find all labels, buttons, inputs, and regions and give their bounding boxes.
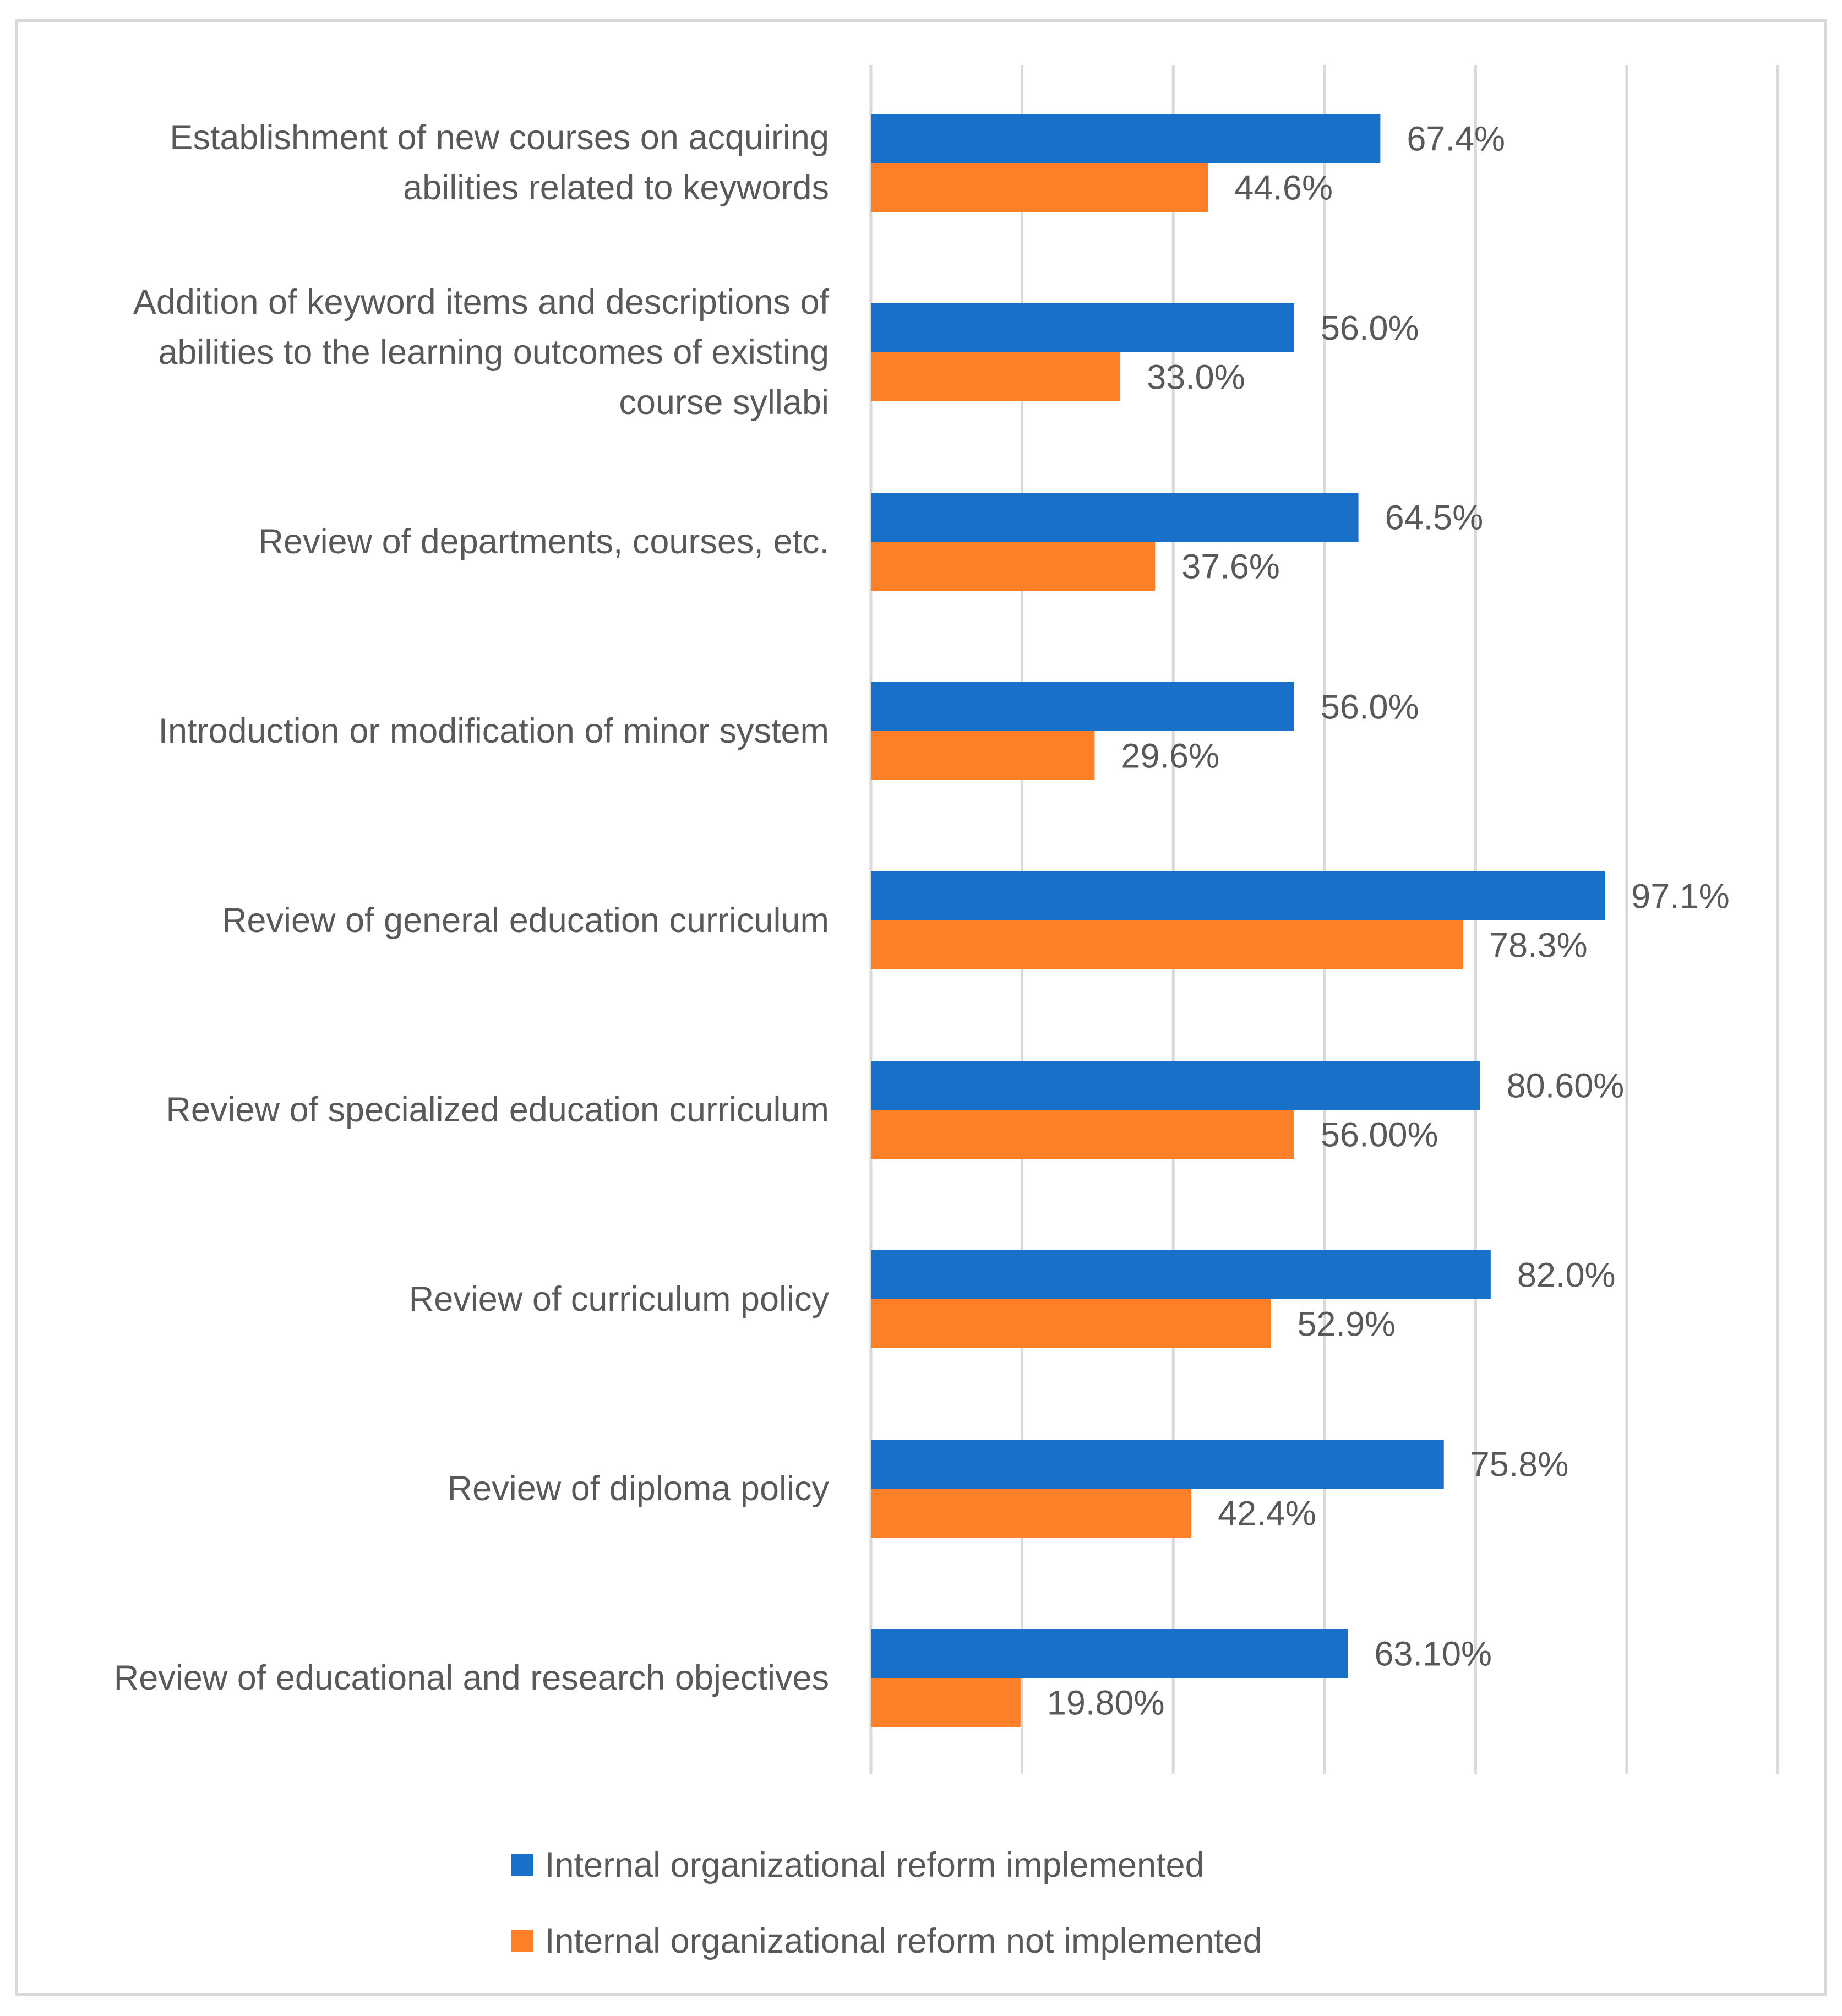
bar-not-implemented xyxy=(871,1299,1271,1348)
bar-not-implemented xyxy=(871,731,1095,780)
category-label-line: Establishment of new courses on acquirin… xyxy=(170,118,829,157)
bar-implemented xyxy=(871,1440,1444,1489)
bar-not-implemented xyxy=(871,1678,1021,1727)
category-label-line: Review of general education curriculum xyxy=(221,901,829,940)
data-label: 56.00% xyxy=(1321,1116,1438,1154)
category-label-line: Review of curriculum policy xyxy=(408,1279,829,1318)
category-label: Review of educational and research objec… xyxy=(0,1653,829,1703)
bar-implemented xyxy=(871,1061,1480,1110)
data-label: 44.6% xyxy=(1234,169,1333,208)
category-label-line: Addition of keyword items and descriptio… xyxy=(133,282,829,322)
category-label: Review of general education curriculum xyxy=(0,896,829,946)
data-label: 67.4% xyxy=(1407,120,1505,159)
bar-implemented xyxy=(871,682,1294,731)
bar-implemented xyxy=(871,303,1294,352)
category-label: Review of departments, courses, etc. xyxy=(0,517,829,567)
bar-implemented xyxy=(871,1250,1491,1299)
category-label: Establishment of new courses on acquirin… xyxy=(0,113,829,213)
bar-not-implemented xyxy=(871,542,1156,591)
category-label-line: Review of educational and research objec… xyxy=(113,1658,829,1697)
data-label: 82.0% xyxy=(1517,1256,1616,1295)
category-label: Addition of keyword items and descriptio… xyxy=(0,277,829,428)
data-label: 56.0% xyxy=(1321,688,1419,727)
bar-not-implemented xyxy=(871,920,1463,969)
category-label-line: course syllabi xyxy=(619,383,829,422)
legend-label-not-implemented: Internal organizational reform not imple… xyxy=(545,1922,1262,1960)
data-label: 63.10% xyxy=(1374,1635,1492,1674)
data-label: 42.4% xyxy=(1218,1495,1316,1533)
data-label: 37.6% xyxy=(1181,548,1280,586)
data-label: 75.8% xyxy=(1470,1446,1569,1484)
category-label-line: abilities related to keywords xyxy=(403,168,829,207)
bar-implemented xyxy=(871,493,1359,542)
category-label: Review of curriculum policy xyxy=(0,1274,829,1325)
bar-not-implemented xyxy=(871,352,1121,401)
category-label-line: Introduction or modification of minor sy… xyxy=(158,711,829,750)
data-label: 52.9% xyxy=(1297,1305,1396,1344)
category-label: Introduction or modification of minor sy… xyxy=(0,706,829,756)
bar-not-implemented xyxy=(871,1110,1294,1159)
category-label-line: Review of diploma policy xyxy=(447,1469,829,1508)
category-label-line: abilities to the learning outcomes of ex… xyxy=(158,333,829,372)
bar-implemented xyxy=(871,871,1605,920)
category-label: Review of diploma policy xyxy=(0,1464,829,1514)
data-label: 64.5% xyxy=(1385,499,1484,537)
legend-item-implemented: Internal organizational reform implement… xyxy=(511,1845,1205,1885)
data-label: 56.0% xyxy=(1321,309,1419,348)
bar-not-implemented xyxy=(871,1489,1192,1538)
category-label: Review of specialized education curricul… xyxy=(0,1085,829,1135)
bar-implemented xyxy=(871,1629,1348,1678)
legend-swatch-not-implemented xyxy=(511,1930,533,1952)
legend-label-implemented: Internal organizational reform implement… xyxy=(545,1846,1205,1884)
data-label: 33.0% xyxy=(1147,358,1245,397)
data-label: 78.3% xyxy=(1489,927,1588,965)
bar-not-implemented xyxy=(871,163,1208,212)
data-label: 29.6% xyxy=(1121,737,1219,776)
data-label: 80.60% xyxy=(1507,1067,1625,1105)
category-label-line: Review of departments, courses, etc. xyxy=(258,522,829,561)
data-label: 97.1% xyxy=(1631,878,1730,916)
legend-swatch-implemented xyxy=(511,1854,533,1876)
bar-implemented xyxy=(871,114,1381,163)
legend-item-not-implemented: Internal organizational reform not imple… xyxy=(511,1921,1262,1961)
category-label-line: Review of specialized education curricul… xyxy=(166,1090,829,1129)
data-label: 19.80% xyxy=(1047,1684,1165,1723)
